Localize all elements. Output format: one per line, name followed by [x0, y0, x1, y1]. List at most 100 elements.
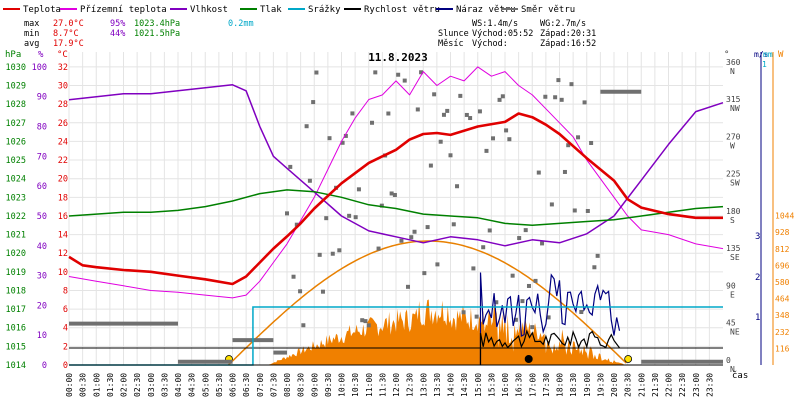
x-axis-tick: 12:00 — [392, 373, 401, 397]
wind-direction-point — [379, 203, 384, 208]
wind-direction-point — [549, 202, 554, 207]
moonrise-info: Východ: — [472, 39, 508, 49]
wind-direction-point — [419, 70, 424, 75]
wind-direction-point — [441, 112, 446, 117]
celsius-axis-tick: 32 — [58, 63, 68, 73]
wind-direction-point — [438, 139, 443, 144]
x-axis-tick: 01:30 — [106, 373, 115, 397]
wind-direction-point — [562, 169, 567, 174]
temperature-line — [68, 112, 723, 286]
w-axis-tick: 464 — [775, 295, 790, 304]
wind-direction-point — [314, 70, 319, 75]
wind-direction-point — [461, 310, 466, 315]
wind-direction-point — [376, 246, 381, 251]
wind-direction-point — [517, 236, 522, 241]
wind-direction-point — [504, 128, 509, 133]
hpa-axis-tick: 1017 — [6, 305, 26, 315]
celsius-axis-tick: 26 — [58, 119, 68, 129]
percent-axis-tick: 20 — [37, 301, 47, 311]
wind-direction-point — [347, 213, 352, 218]
percent-axis-tick: 50 — [37, 212, 47, 222]
x-axis-tick: 03:30 — [160, 373, 169, 397]
wind-direction-point — [435, 262, 440, 267]
wind-direction-point — [409, 235, 414, 240]
sunrise-info: Východ:05:52 — [472, 29, 533, 39]
hpa-axis-tick: 1026 — [6, 137, 26, 147]
w-axis-tick: 1044 — [775, 212, 794, 221]
wind-direction-point — [422, 271, 427, 276]
w-axis-tick: 580 — [775, 278, 790, 287]
x-axis-tick: 15:00 — [474, 373, 483, 397]
wind-direction-point — [585, 208, 590, 213]
x-axis-tick: 04:00 — [174, 373, 183, 397]
degree-axis-tick: 225 — [726, 170, 741, 179]
sun-label: Slunce — [438, 29, 469, 39]
x-axis-tick: 01:00 — [92, 373, 101, 397]
wind-direction-point — [481, 245, 486, 250]
x-axis-tick: 22:00 — [665, 373, 674, 397]
wind-direction-point — [294, 222, 299, 227]
wind-direction-point — [340, 140, 345, 145]
wind-direction-point — [304, 124, 309, 129]
wind-direction-point — [402, 78, 407, 83]
wind-direction-point — [330, 251, 335, 256]
moonset-info: Západ:16:52 — [540, 39, 596, 49]
legend-label: Přízemní teplota — [80, 5, 167, 15]
degree-axis-tick: 360 — [726, 58, 741, 67]
degree-axis-tick: 315 — [726, 95, 741, 104]
wind-direction-point — [576, 135, 581, 140]
wind-direction-point — [513, 317, 518, 322]
x-axis-tick: 17:00 — [528, 373, 537, 397]
wind-direction-point — [566, 143, 571, 148]
wind-direction-point — [520, 299, 525, 304]
x-axis-tick: 16:30 — [515, 373, 524, 397]
wind-direction-point — [471, 266, 476, 271]
stats-avg-temperature: 17.9°C — [53, 39, 84, 49]
x-axis-tick: 07:00 — [256, 373, 265, 397]
chart-title: 11.8.2023 — [368, 51, 428, 64]
x-axis-tick: 08:30 — [297, 373, 306, 397]
wind-direction-point — [392, 192, 397, 197]
direction-axis-label: SW — [730, 179, 740, 188]
x-axis-tick: 09:00 — [310, 373, 319, 397]
wind-direction-point — [298, 289, 303, 294]
celsius-axis-tick: 8 — [63, 286, 68, 296]
wind-direction-point — [451, 222, 456, 227]
hpa-axis-tick: 1027 — [6, 119, 26, 129]
wind-direction-point — [543, 94, 548, 99]
wind-direction-point — [428, 163, 433, 168]
celsius-axis-tick: 10 — [58, 268, 68, 278]
wind-direction-point — [546, 315, 551, 320]
x-axis-tick: 00:00 — [65, 373, 74, 397]
x-axis-tick: 02:00 — [120, 373, 129, 397]
x-axis-tick: 16:00 — [501, 373, 510, 397]
celsius-axis-tick: 22 — [58, 156, 68, 166]
wind-direction-point — [373, 70, 378, 75]
solar-radiation-area-path — [267, 299, 625, 365]
wind-direction-point — [324, 216, 329, 221]
x-axis-tick: 07:30 — [269, 373, 278, 397]
direction-axis-label: N — [730, 67, 735, 76]
direction-axis-label: S — [730, 216, 735, 225]
stats-min-temperature: 8.7°C — [53, 29, 79, 39]
hpa-axis-tick: 1028 — [6, 100, 26, 110]
hpa-axis-tick: 1029 — [6, 82, 26, 92]
wind-direction-point — [510, 273, 515, 278]
wind-direction-point — [285, 211, 289, 216]
percent-axis-tick: 40 — [37, 242, 47, 252]
x-axis-tick: 18:30 — [569, 373, 578, 397]
w-axis-tick: 348 — [775, 311, 790, 320]
ms-axis-tick: 2 — [755, 273, 760, 283]
wind-direction-point — [523, 228, 528, 233]
direction-axis-label: SE — [730, 253, 740, 262]
wind-gust-line — [479, 272, 621, 366]
celsius-axis-tick: 28 — [58, 100, 68, 110]
sunset-info: Západ:20:31 — [540, 29, 596, 39]
wind-direction-point — [592, 265, 597, 270]
wind-direction-point — [572, 208, 577, 213]
hpa-axis-tick: 1023 — [6, 193, 26, 203]
percent-axis-tick: 0 — [42, 361, 47, 371]
celsius-unit: °C — [57, 50, 68, 60]
x-axis-tick: 12:30 — [406, 373, 415, 397]
wind-direction-point — [432, 92, 437, 97]
